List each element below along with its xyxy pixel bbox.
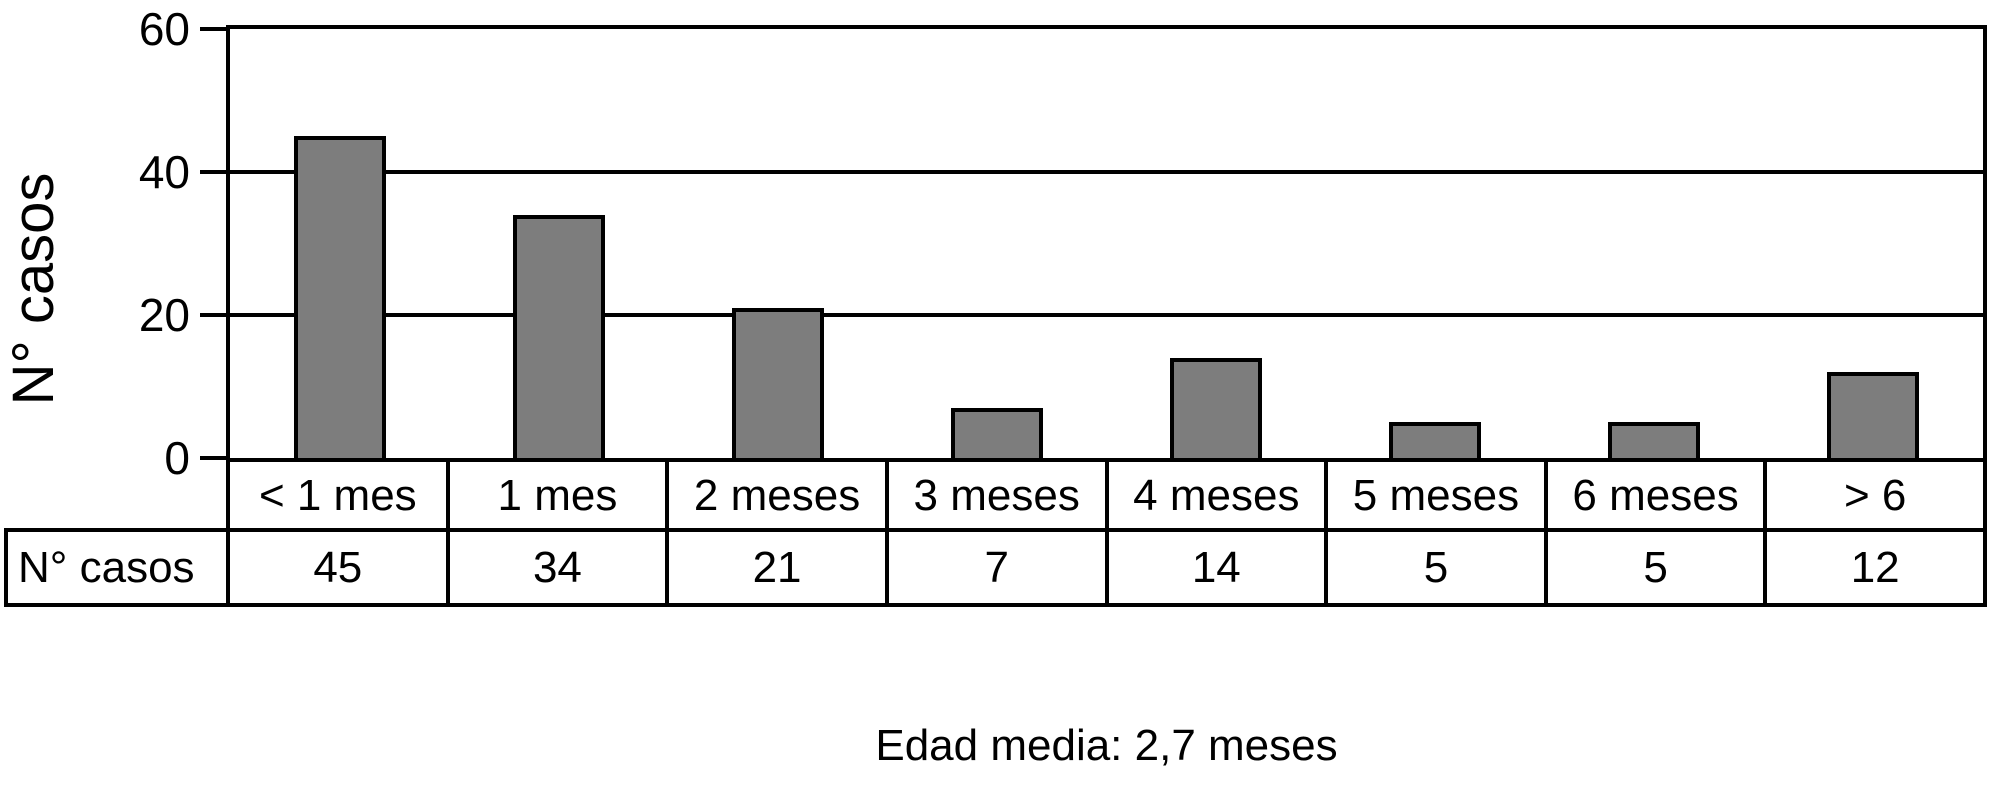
value-cell-5: 14 (1108, 532, 1325, 603)
plot-area (226, 25, 1987, 458)
y-tick-60 (200, 27, 226, 31)
value-cell-6: 5 (1328, 532, 1544, 603)
category-header-1: < 1 mes (230, 462, 446, 530)
bar-5 (1170, 358, 1263, 458)
category-header-8: > 6 (1767, 462, 1983, 530)
chart-caption: Edad media: 2,7 meses (875, 721, 1338, 770)
value-cell-3: 21 (669, 532, 885, 603)
y-tick-0 (200, 456, 226, 460)
category-header-5: 4 meses (1108, 462, 1325, 530)
gridline-y-20 (230, 313, 1983, 317)
bar-8 (1827, 372, 1920, 458)
bar-1 (293, 136, 386, 458)
bar-7 (1608, 422, 1701, 458)
bar-2 (512, 215, 605, 458)
gridline-y-40 (230, 170, 1983, 174)
category-header-4: 3 meses (888, 462, 1105, 530)
value-cell-1: 45 (230, 532, 446, 603)
y-tick-label-40: 40 (138, 146, 190, 198)
y-tick-20 (200, 313, 226, 317)
value-cell-7: 5 (1547, 532, 1764, 603)
value-cell-4: 7 (888, 532, 1105, 603)
y-tick-label-20: 20 (138, 289, 190, 341)
y-tick-40 (200, 170, 226, 174)
category-header-7: 6 meses (1547, 462, 1764, 530)
table-data-row: N° casos 45 34 21 7 14 5 5 12 (4, 528, 1987, 607)
table-header-row: < 1 mes 1 mes 2 meses 3 meses 4 meses 5 meses… (226, 458, 1987, 534)
y-tick-label-60: 60 (138, 3, 190, 55)
value-cell-2: 34 (449, 532, 666, 603)
category-header-2: 1 mes (449, 462, 666, 530)
bar-6 (1389, 422, 1482, 458)
category-header-6: 5 meses (1328, 462, 1544, 530)
bar-3 (731, 308, 824, 458)
y-tick-label-0: 0 (164, 432, 190, 484)
value-cell-8: 12 (1767, 532, 1983, 603)
table-row-label: N° casos (8, 532, 226, 603)
category-header-3: 2 meses (669, 462, 885, 530)
bar-4 (950, 408, 1043, 458)
